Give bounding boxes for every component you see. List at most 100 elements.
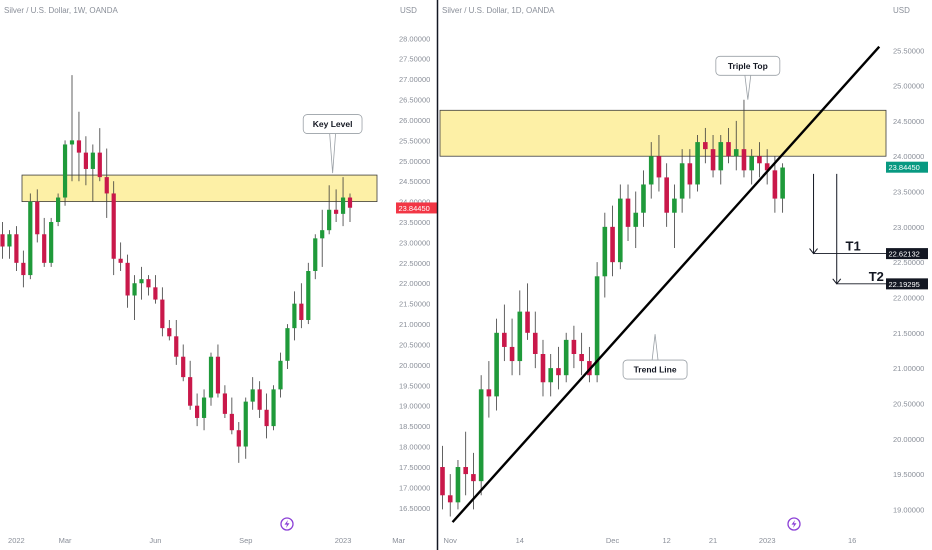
price-tick-label: 24.50000 [399, 177, 430, 186]
candle [494, 318, 499, 411]
time-tick-label: 2023 [759, 536, 776, 545]
candle-body [471, 474, 476, 482]
candle [764, 149, 770, 185]
candle-body [14, 234, 19, 263]
candle [347, 193, 353, 223]
candle-body [306, 271, 311, 320]
daily-candles [440, 99, 785, 517]
candle [97, 128, 102, 182]
price-tick-label: 22.50000 [399, 259, 430, 268]
candle-body [556, 368, 561, 376]
candle-body [167, 328, 172, 337]
candle [587, 346, 592, 383]
callout-box [622, 359, 688, 380]
daily-chart-title: Silver / U.S. Dollar, 1D, OANDA [442, 6, 555, 15]
candle-body [160, 299, 165, 329]
daily-chart-panel[interactable]: Silver / U.S. Dollar, 1D, OANDA USD 25.5… [439, 6, 928, 545]
candle-body [181, 356, 186, 378]
candle-body [509, 346, 515, 362]
candle-body [548, 368, 554, 383]
candle [664, 163, 669, 227]
candle-body [188, 377, 193, 406]
zone-box [21, 174, 378, 203]
price-tick-label: 27.00000 [399, 75, 430, 84]
price-tick-label: 19.50000 [399, 381, 430, 390]
candle-body [687, 163, 693, 185]
weekly-time-axis[interactable]: 2022 Mar Jun Sep 2023 Mar [8, 536, 406, 545]
weekly-last-price-tag: 23.84450 [396, 202, 438, 214]
callout-box [715, 55, 781, 76]
target-price-value: 22.19295 [889, 280, 920, 289]
candle [132, 275, 137, 320]
candle-body [610, 226, 615, 263]
price-tick-label: 23.00000 [893, 223, 924, 232]
price-tick-label: 20.50000 [893, 399, 924, 408]
candle [625, 184, 631, 241]
daily-annotations: Triple Top Trend Line [622, 55, 781, 380]
candle [502, 304, 507, 362]
price-tick-label: 24.00000 [399, 198, 430, 207]
candle [648, 142, 654, 199]
candle [525, 283, 530, 340]
price-tick-label: 23.00000 [399, 238, 430, 247]
candle-body [340, 197, 346, 214]
candle-body [83, 152, 88, 169]
zone-box [439, 109, 887, 157]
daily-price-axis[interactable]: 25.50000 25.00000 24.50000 24.00000 23.50000… [893, 46, 924, 514]
candle [733, 120, 739, 171]
target: T1 22.62132 [809, 173, 928, 260]
candle [229, 397, 234, 435]
weekly-bolt-icon[interactable] [280, 517, 294, 531]
time-tick-label: Dec [606, 536, 620, 545]
candle-body [271, 389, 276, 427]
daily-time-axis[interactable]: Nov 14 Dec 12 21 2023 16 [444, 536, 857, 545]
candle [440, 445, 445, 510]
candle [83, 136, 88, 186]
price-tick-label: 22.00000 [399, 279, 430, 288]
candle [271, 385, 276, 431]
last-price-value: 23.84450 [889, 163, 920, 172]
candle [188, 360, 193, 410]
weekly-chart-panel[interactable]: Silver / U.S. Dollar, 1W, OANDA USD 28.0… [0, 6, 438, 545]
candle [222, 385, 227, 418]
candle [236, 422, 241, 463]
weekly-chart-title: Silver / U.S. Dollar, 1W, OANDA [4, 6, 118, 15]
weekly-price-axis[interactable]: 28.00000 27.50000 27.00000 26.50000 26.00000… [399, 34, 430, 512]
callout-pointer [651, 334, 659, 361]
candle-body [76, 140, 82, 153]
candle-body [292, 303, 297, 329]
target-name: T1 [846, 239, 861, 254]
candle-body [208, 356, 214, 398]
last-price-background [886, 161, 928, 173]
candle [726, 127, 731, 164]
candle [160, 287, 165, 337]
time-tick-label: Nov [444, 536, 458, 545]
candle-body [62, 144, 68, 198]
candle [710, 135, 716, 178]
candle [146, 275, 151, 296]
price-tick-label: 24.00000 [893, 152, 924, 161]
candle [42, 217, 47, 267]
candle [69, 75, 75, 182]
candle [118, 242, 123, 271]
last-price-background [396, 202, 438, 214]
candle-body [772, 170, 778, 199]
target-price-background [886, 248, 928, 260]
candle [90, 144, 95, 202]
candle-body [215, 356, 221, 394]
candle [509, 318, 515, 376]
candle-body [90, 152, 95, 169]
candle [633, 191, 639, 249]
time-tick-label: 21 [709, 536, 717, 545]
price-tick-label: 20.50000 [399, 340, 430, 349]
candle [687, 149, 693, 199]
candle [532, 311, 538, 369]
callout-pointer [744, 74, 752, 100]
candle-body [679, 163, 685, 199]
price-tick-label: 20.00000 [399, 361, 430, 370]
daily-bolt-icon[interactable] [787, 517, 801, 531]
daily-last-price-tag: 23.84450 [886, 161, 928, 173]
time-tick-label: 2023 [335, 536, 352, 545]
candle [780, 163, 785, 213]
time-tick-label: 16 [848, 536, 856, 545]
